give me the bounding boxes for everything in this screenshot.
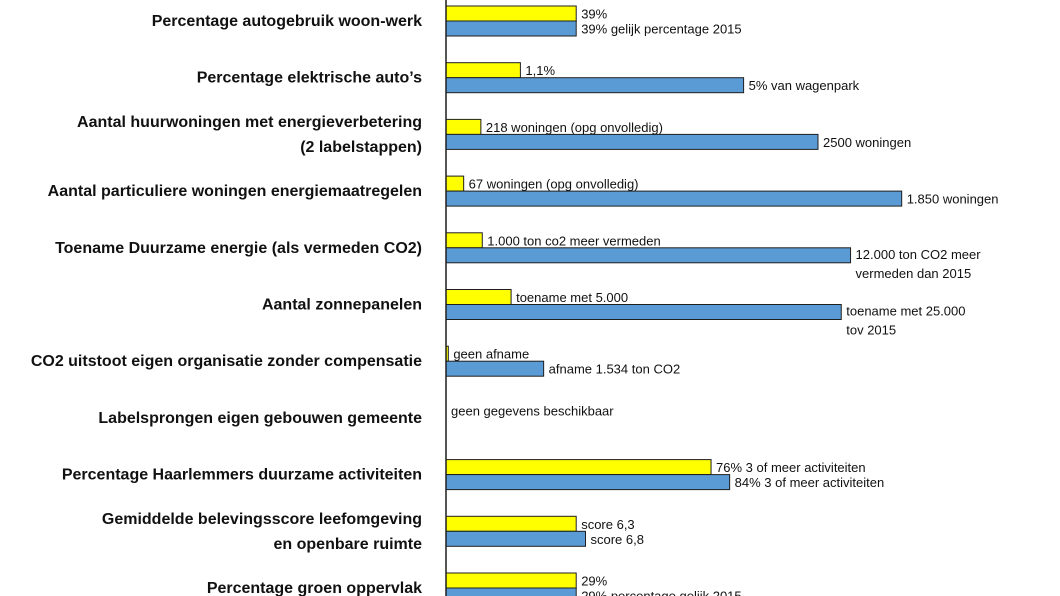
target-data-label-line: score 6,8 xyxy=(591,532,644,547)
current-bar xyxy=(445,5,577,22)
target-data-label: afname 1.534 ton CO2 xyxy=(549,362,681,377)
category-label-line: CO2 uitstoot eigen organisatie zonder co… xyxy=(31,353,422,370)
target-data-label-line: 5% van wagenpark xyxy=(749,78,860,93)
category-label-line: Percentage elektrische auto’s xyxy=(197,70,422,87)
current-data-label: toename met 5.000 xyxy=(516,290,628,305)
category-labels: Percentage autogebruik woon-werk Percenta… xyxy=(31,13,422,596)
category-label-line: Percentage autogebruik woon-werk xyxy=(152,13,422,30)
current-data-label: 76% 3 of meer activiteiten xyxy=(716,460,866,475)
current-data-label: 1,1% xyxy=(525,63,555,78)
target-bar xyxy=(445,247,852,264)
category-label: Aantal particuliere woningen energiemaat… xyxy=(48,183,422,200)
category-label-line: Percentage Haarlemmers duurzame activite… xyxy=(62,467,422,484)
current-data-label-line: 39% xyxy=(581,7,607,22)
current-data-label-line: toename met 5.000 xyxy=(516,290,628,305)
target-data-label: 29% percentage gelijk 2015 xyxy=(581,589,741,596)
current-bar xyxy=(445,118,482,135)
category-label: Percentage autogebruik woon-werk xyxy=(152,13,422,30)
category-label-line: Labelsprongen eigen gebouwen gemeente xyxy=(98,410,422,427)
current-data-label: score 6,3 xyxy=(581,517,634,532)
target-data-label-line: afname 1.534 ton CO2 xyxy=(549,362,681,377)
category-label-line: Aantal huurwoningen met energieverbeteri… xyxy=(77,114,422,131)
category-label: Gemiddelde belevingsscore leefomgeving en… xyxy=(102,511,422,553)
current-data-label-line: geen gegevens beschikbaar xyxy=(451,403,614,418)
category-label-line: Aantal zonnepanelen xyxy=(262,297,422,314)
current-data-label-line: 218 woningen (opg onvolledig) xyxy=(486,120,663,135)
target-bar xyxy=(445,530,586,547)
target-data-label-line: 84% 3 of meer activiteiten xyxy=(735,475,885,490)
category-label-line: Aantal particuliere woningen energiemaat… xyxy=(48,183,422,200)
target-bar xyxy=(445,304,842,320)
current-bar xyxy=(445,175,465,192)
current-bar xyxy=(445,232,483,249)
current-data-label-line: geen afname xyxy=(453,347,529,362)
target-data-label-line: 39% gelijk percentage 2015 xyxy=(581,22,741,37)
category-label: Percentage groen oppervlak xyxy=(207,580,422,596)
target-bar xyxy=(445,360,545,377)
current-bar xyxy=(445,62,521,79)
data-labels: 39%39% gelijk percentage 2015 1,1% 5% van … xyxy=(451,7,999,596)
category-label-line: Toename Duurzame energie (als vermeden C… xyxy=(55,240,422,257)
target-bar xyxy=(445,77,745,94)
target-data-label: 39% gelijk percentage 2015 xyxy=(581,22,741,37)
category-label-line: Gemiddelde belevingsscore leefomgeving xyxy=(102,511,422,528)
category-label-line: Percentage groen oppervlak xyxy=(207,580,422,596)
category-label: Percentage elektrische auto’s xyxy=(197,70,422,87)
current-data-label-line: score 6,3 xyxy=(581,517,634,532)
current-bar xyxy=(445,515,577,532)
target-data-label-line: vermeden dan 2015 xyxy=(856,266,972,281)
current-data-label-line: 29% xyxy=(581,574,607,589)
bars xyxy=(445,5,903,596)
current-data-label: 29% xyxy=(581,574,607,589)
current-data-label: geen gegevens beschikbaar xyxy=(451,403,614,418)
category-label-line: en openbare ruimte xyxy=(274,536,423,553)
current-data-label-line: 1.000 ton co2 meer vermeden xyxy=(487,233,660,248)
category-label: Aantal zonnepanelen xyxy=(262,297,422,314)
category-label: Toename Duurzame energie (als vermeden C… xyxy=(55,240,422,257)
target-data-label: 12.000 ton CO2 meer vermeden dan 2015 xyxy=(856,247,982,281)
current-data-label-line: 67 woningen (opg onvolledig) xyxy=(469,177,639,192)
target-bar xyxy=(445,190,903,207)
category-label: Percentage Haarlemmers duurzame activite… xyxy=(62,467,422,484)
target-data-label: 2500 woningen xyxy=(823,135,911,150)
current-data-label: 218 woningen (opg onvolledig) xyxy=(486,120,663,135)
target-data-label-line: toename met 25.000 xyxy=(846,304,965,319)
target-data-label: score 6,8 xyxy=(591,532,644,547)
target-data-label-line: 12.000 ton CO2 meer xyxy=(856,247,982,262)
target-data-label-line: tov 2015 xyxy=(846,323,896,338)
category-label: Labelsprongen eigen gebouwen gemeente xyxy=(98,410,422,427)
target-data-label: toename met 25.000 tov 2015 xyxy=(846,304,965,338)
current-data-label: geen afname xyxy=(453,347,529,362)
category-label-line: (2 labelstappen) xyxy=(300,139,422,156)
target-data-label: 5% van wagenpark xyxy=(749,78,860,93)
target-data-label: 84% 3 of meer activiteiten xyxy=(735,475,885,490)
current-data-label: 39% xyxy=(581,7,607,22)
current-bar xyxy=(445,459,712,476)
current-data-label: 67 woningen (opg onvolledig) xyxy=(469,177,639,192)
current-bar xyxy=(445,572,577,589)
target-data-label: 1.850 woningen xyxy=(907,192,999,207)
current-data-label-line: 76% 3 of meer activiteiten xyxy=(716,460,866,475)
target-bar xyxy=(445,587,577,596)
current-data-label-line: 1,1% xyxy=(525,63,555,78)
target-data-label-line: 2500 woningen xyxy=(823,135,911,150)
target-bar xyxy=(445,133,819,150)
target-data-label-line: 1.850 woningen xyxy=(907,192,999,207)
target-bar xyxy=(445,20,577,37)
current-data-label: 1.000 ton co2 meer vermeden xyxy=(487,233,660,248)
target-bar xyxy=(445,474,731,491)
target-data-label-line: 29% percentage gelijk 2015 xyxy=(581,589,741,596)
category-label: Aantal huurwoningen met energieverbeteri… xyxy=(77,114,422,156)
category-label: CO2 uitstoot eigen organisatie zonder co… xyxy=(31,353,422,370)
current-bar xyxy=(445,289,512,305)
